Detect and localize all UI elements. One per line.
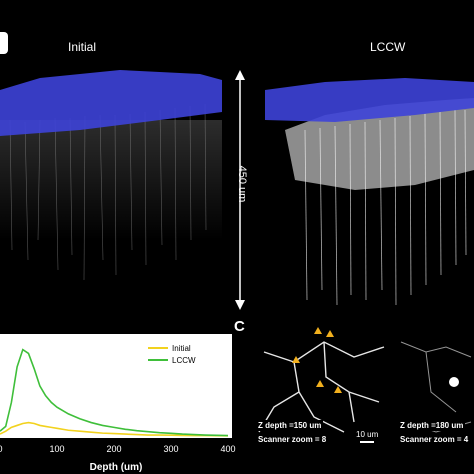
x-tick-label: 0 xyxy=(0,444,3,454)
micrograph1-depth: Z depth =150 um xyxy=(256,420,324,431)
initial-label: Initial xyxy=(68,40,97,54)
series-line-initial xyxy=(0,421,229,437)
chart-plot-area xyxy=(0,334,232,438)
micrograph2-zoom: Scanner zoom = 4 xyxy=(398,434,471,445)
top-panel: Initial LCCW xyxy=(0,32,474,310)
legend-label-lccw: LCCW xyxy=(172,356,196,365)
panel-badge xyxy=(0,32,8,54)
micro-scalebar xyxy=(360,441,374,443)
series-line-lccw xyxy=(0,348,229,437)
depth-scale-arrow xyxy=(235,70,245,310)
x-tick-label: 200 xyxy=(106,444,121,454)
x-tick-label: 300 xyxy=(163,444,178,454)
x-tick-label: 100 xyxy=(49,444,64,454)
legend-label-initial: Initial xyxy=(172,344,191,353)
depth-intensity-chart: 0 100 200 300 400 Initial LCCW Depth (um) xyxy=(0,344,236,473)
chart-xlabel: Depth (um) xyxy=(90,462,143,473)
lccw-tissue-image xyxy=(265,78,474,306)
micro-scalebar-label: 10 um xyxy=(356,430,379,439)
micrograph1-zoom: Scanner zoom = 8 xyxy=(256,434,329,445)
lccw-label: LCCW xyxy=(370,40,406,54)
initial-tissue-image xyxy=(0,70,222,281)
panel-c-label: C xyxy=(234,318,245,335)
x-tick-label: 400 xyxy=(220,444,235,454)
micrograph2-depth: Z depth =180 um xyxy=(398,420,466,431)
depth-scale-label: 450 um xyxy=(236,165,248,203)
